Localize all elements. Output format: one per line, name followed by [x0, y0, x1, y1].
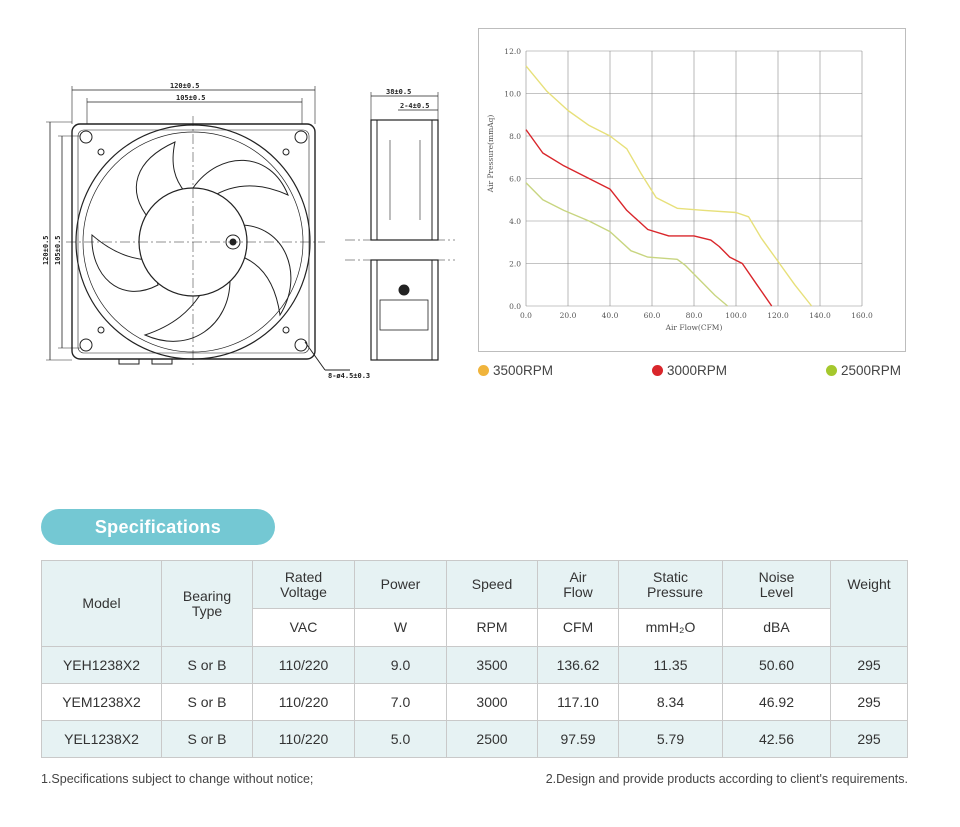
- cell-weight: 295: [830, 683, 908, 721]
- header-static-pressure: Static Pressure: [618, 560, 723, 609]
- x-tick-label: 120.0: [767, 311, 789, 320]
- x-tick-label: 100.0: [725, 311, 747, 320]
- header-weight-label: Weight: [847, 576, 891, 592]
- x-tick-label: 80.0: [686, 311, 703, 320]
- table-row: YEH1238X2 S or B 110/220 9.0 3500 136.62…: [41, 646, 908, 684]
- dim-mount-holes: 8-ø4.5±0.3: [328, 372, 370, 380]
- legend-label-3500: 3500RPM: [493, 363, 554, 378]
- x-tick-label: 40.0: [602, 311, 619, 320]
- y-tick-label: 4.0: [509, 217, 521, 226]
- header-speed: Speed: [446, 560, 538, 609]
- footnote-left: 1.Specifications subject to change witho…: [41, 772, 314, 786]
- table-row: YEM1238X2 S or B 110/220 7.0 3000 117.10…: [41, 683, 908, 721]
- specifications-heading: Specifications: [41, 509, 275, 545]
- dim-overall-width: 120±0.5: [170, 82, 200, 90]
- cell-speed: 3000: [446, 683, 538, 721]
- cell-power: 9.0: [354, 646, 447, 684]
- cell-model: YEH1238X2: [41, 646, 162, 684]
- legend-label-3000: 3000RPM: [667, 363, 728, 378]
- specifications-table: Model Bearing Type Rated Voltage Power S…: [41, 560, 908, 758]
- chart-ylabel: Air Pressure(mmAq): [486, 115, 495, 194]
- cell-bearing: S or B: [161, 683, 253, 721]
- x-tick-label: 0.0: [520, 311, 532, 320]
- dim-hole-spacing-vertical: 105±0.5: [54, 235, 62, 265]
- cell-voltage: 110/220: [252, 646, 355, 684]
- y-tick-label: 0.0: [509, 302, 521, 311]
- unit-speed: RPM: [446, 608, 538, 647]
- cell-static-pressure: 8.34: [618, 683, 723, 721]
- cell-air-flow: 97.59: [537, 720, 619, 758]
- unit-air-flow: CFM: [537, 608, 619, 647]
- header-bearing-type: Bearing Type: [161, 560, 253, 647]
- cell-speed: 3500: [446, 646, 538, 684]
- footnote-right: 2.Design and provide products according …: [545, 772, 908, 786]
- unit-static-pressure: mmH₂O: [618, 608, 723, 647]
- header-power: Power: [354, 560, 447, 609]
- cell-model: YEL1238X2: [41, 720, 162, 758]
- cell-noise: 42.56: [722, 720, 831, 758]
- y-tick-label: 6.0: [509, 175, 521, 184]
- legend-item-3000: 3000RPM: [652, 363, 727, 378]
- header-weight: Weight: [830, 560, 908, 647]
- cell-speed: 2500: [446, 720, 538, 758]
- legend-dot-2500: [826, 365, 837, 376]
- y-tick-label: 12.0: [504, 47, 521, 56]
- dim-hole-spacing: 105±0.5: [176, 94, 206, 102]
- cell-power: 7.0: [354, 683, 447, 721]
- series-line-3000rpm: [525, 129, 773, 307]
- header-model: Model: [41, 560, 162, 647]
- header-rated-voltage: Rated Voltage: [252, 560, 355, 609]
- x-tick-label: 160.0: [851, 311, 873, 320]
- cell-voltage: 110/220: [252, 720, 355, 758]
- cell-air-flow: 117.10: [537, 683, 619, 721]
- y-tick-label: 10.0: [504, 90, 521, 99]
- cell-noise: 46.92: [722, 683, 831, 721]
- unit-power: W: [354, 608, 447, 647]
- x-tick-label: 20.0: [560, 311, 577, 320]
- cell-power: 5.0: [354, 720, 447, 758]
- cell-static-pressure: 11.35: [618, 646, 723, 684]
- x-tick-label: 140.0: [809, 311, 831, 320]
- chart-xlabel: Air Flow(CFM): [665, 323, 723, 332]
- legend-label-2500: 2500RPM: [841, 363, 902, 378]
- y-tick-label: 8.0: [509, 132, 521, 141]
- cell-noise: 50.60: [722, 646, 831, 684]
- header-noise-level: Noise Level: [722, 560, 831, 609]
- cell-weight: 295: [830, 720, 908, 758]
- dim-overall-height: 120±0.5: [42, 235, 50, 265]
- table-row: YEL1238X2 S or B 110/220 5.0 2500 97.59 …: [41, 720, 908, 758]
- chart-legend: 3500RPM 3000RPM 2500RPM: [478, 363, 908, 385]
- legend-item-3500: 3500RPM: [478, 363, 553, 378]
- x-tick-label: 60.0: [644, 311, 661, 320]
- performance-chart: 0.0 20.0 40.0 60.0 80.0 100.0 120.0 140.0 160.0 0…: [478, 28, 906, 352]
- cell-bearing: S or B: [161, 646, 253, 684]
- header-air-flow: Air Flow: [537, 560, 619, 609]
- cell-air-flow: 136.62: [537, 646, 619, 684]
- y-tick-label: 2.0: [509, 260, 521, 269]
- legend-item-2500: 2500RPM: [826, 363, 901, 378]
- cell-voltage: 110/220: [252, 683, 355, 721]
- fan-technical-drawing: 120±0.5 105±0.5 120±0.5 105±0.5 38±0.5 2…: [42, 82, 455, 380]
- dim-depth: 38±0.5: [386, 88, 411, 96]
- series-line-2500rpm: [525, 182, 729, 307]
- series-line-3500rpm: [525, 65, 813, 307]
- unit-voltage: VAC: [252, 608, 355, 647]
- chart-canvas: 0.0 20.0 40.0 60.0 80.0 100.0 120.0 140.0 160.0 0…: [486, 47, 873, 332]
- cell-weight: 295: [830, 646, 908, 684]
- legend-dot-3500: [478, 365, 489, 376]
- cell-model: YEM1238X2: [41, 683, 162, 721]
- unit-noise: dBA: [722, 608, 831, 647]
- dim-flange: 2-4±0.5: [400, 102, 430, 110]
- legend-dot-3000: [652, 365, 663, 376]
- cell-static-pressure: 5.79: [618, 720, 723, 758]
- cell-bearing: S or B: [161, 720, 253, 758]
